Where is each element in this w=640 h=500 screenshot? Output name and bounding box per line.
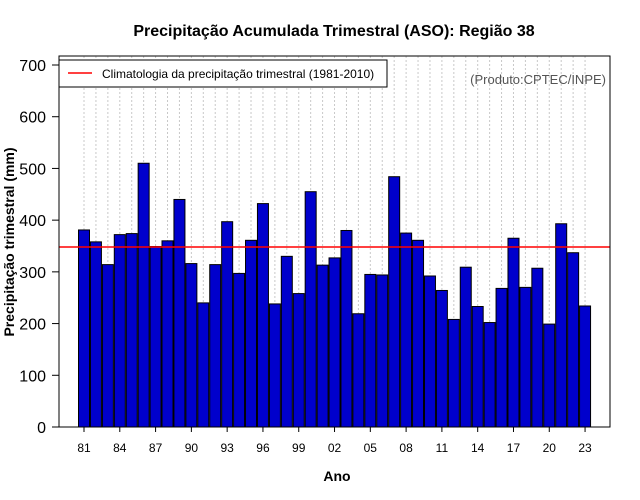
bar-2014	[471, 306, 484, 428]
bar-1984	[113, 234, 126, 428]
bar-2021	[555, 223, 568, 428]
bar-2009	[412, 239, 425, 428]
x-tick-label: 11	[436, 441, 449, 455]
bar-1992	[209, 264, 222, 428]
x-axis: 81 84 87 90 93 96 99 02 05 08 11 14 17 20 23	[77, 427, 592, 455]
credit-text: (Produto:CPTEC/INPE)	[470, 72, 606, 87]
x-tick-label: 87	[149, 441, 163, 455]
y-tick-label: 0	[37, 420, 46, 437]
bar-1987	[149, 246, 162, 428]
bar-1986	[137, 162, 150, 428]
legend-label: Climatologia da precipitação trimestral …	[102, 67, 374, 81]
bar-1996	[256, 203, 269, 428]
bar-2015	[483, 322, 496, 428]
y-tick-label: 200	[19, 317, 46, 334]
y-tick-label: 700	[19, 58, 46, 75]
bar-2000	[304, 191, 317, 428]
x-tick-label: 17	[507, 441, 521, 455]
x-tick-label: 05	[364, 441, 378, 455]
bar-2013	[459, 266, 472, 428]
y-axis-label: Precipitação trimestral (mm)	[1, 147, 17, 336]
bar-2018	[519, 286, 532, 428]
x-tick-label: 02	[328, 441, 342, 455]
y-tick-label: 300	[19, 265, 46, 282]
bar-1982	[89, 241, 102, 428]
bar-2016	[495, 287, 508, 428]
bar-2006	[376, 274, 389, 428]
bar-2022	[567, 252, 580, 428]
x-tick-label: 81	[77, 441, 91, 455]
y-axis: 0 100 200 300 400 500 600 700	[19, 58, 60, 437]
x-tick-label: 93	[220, 441, 234, 455]
bar-1993	[221, 221, 234, 428]
bar-2007	[388, 176, 401, 428]
bar-1989	[173, 198, 186, 428]
bar-2012	[447, 318, 460, 428]
y-tick-label: 400	[19, 213, 46, 230]
y-tick-label: 600	[19, 110, 46, 127]
x-tick-label: 08	[399, 441, 413, 455]
bar-1991	[197, 302, 210, 428]
bar-1994	[233, 272, 246, 428]
bar-2017	[507, 237, 520, 428]
bar-2011	[435, 289, 448, 428]
bar-2001	[316, 264, 329, 428]
bar-2008	[400, 232, 413, 428]
bar-2003	[340, 229, 353, 428]
bar-1988	[161, 240, 174, 428]
bar-2005	[364, 273, 377, 428]
bar-2004	[352, 313, 365, 428]
x-tick-label: 20	[543, 441, 557, 455]
x-tick-label: 23	[578, 441, 592, 455]
x-tick-label: 14	[471, 441, 485, 455]
bar-2020	[543, 323, 556, 428]
bar-1998	[280, 255, 293, 428]
bar-2023	[579, 305, 592, 428]
bar-2002	[328, 257, 341, 428]
y-tick-label: 500	[19, 161, 46, 178]
bar-1981	[78, 229, 90, 428]
bar-1990	[185, 263, 198, 428]
bars	[78, 162, 592, 428]
x-tick-label: 99	[292, 441, 306, 455]
y-tick-label: 100	[19, 368, 46, 385]
bar-1997	[268, 303, 281, 428]
x-tick-label: 90	[185, 441, 199, 455]
bar-1999	[292, 293, 305, 428]
bar-2019	[531, 267, 544, 428]
bar-1983	[101, 264, 114, 428]
x-tick-label: 84	[113, 441, 127, 455]
bar-1995	[245, 239, 258, 428]
x-axis-label: Ano	[323, 468, 350, 484]
x-tick-label: 96	[256, 441, 270, 455]
legend-box	[58, 59, 388, 88]
bar-1985	[125, 233, 138, 428]
bar-2010	[423, 275, 436, 428]
legend: Climatologia da precipitação trimestral …	[58, 59, 388, 88]
chart-title: Precipitação Acumulada Trimestral (ASO):…	[133, 23, 534, 40]
